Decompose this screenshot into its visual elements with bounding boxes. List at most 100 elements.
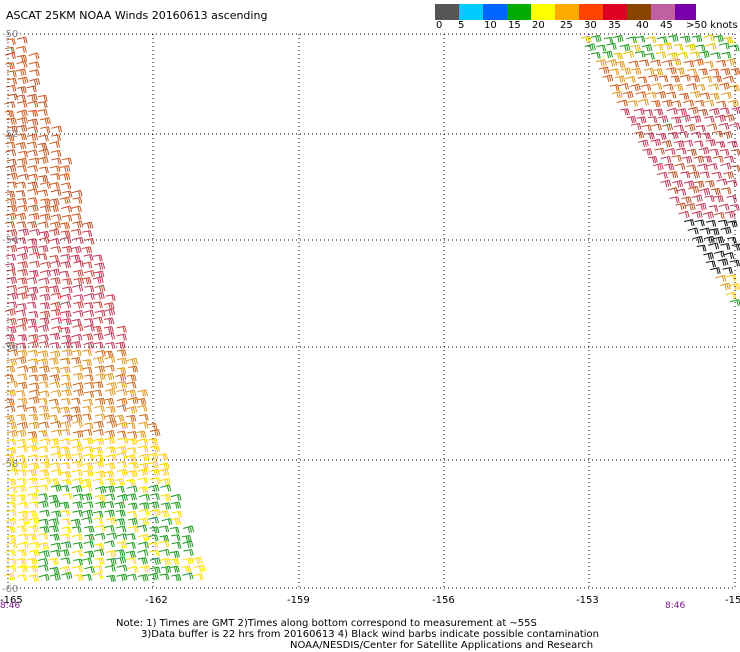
wind-barb — [668, 172, 678, 179]
wind-barb — [603, 51, 613, 58]
wind-barb — [117, 437, 127, 444]
wind-barb — [106, 558, 116, 565]
wind-barb — [17, 502, 27, 509]
wind-barb — [49, 358, 58, 365]
wind-barb — [661, 141, 671, 148]
wind-barb — [160, 574, 169, 580]
wind-barb — [71, 334, 81, 341]
wind-barb — [18, 335, 27, 342]
wind-barb — [51, 309, 61, 316]
wind-barb — [84, 325, 94, 332]
wind-barb — [731, 68, 740, 75]
wind-barb — [39, 231, 48, 238]
wind-barb — [50, 574, 60, 581]
wind-barb — [17, 292, 27, 299]
wind-map: -165-162-159-156-153-150-50-52-54-56-58-… — [0, 0, 740, 610]
wind-barb — [62, 335, 71, 342]
wind-barb — [40, 127, 50, 133]
wind-barb — [38, 190, 48, 196]
wind-barb — [27, 239, 36, 246]
wind-barb — [6, 527, 15, 534]
wind-barb — [38, 143, 47, 150]
wind-barb — [38, 446, 48, 453]
wind-barb — [62, 319, 72, 326]
wind-barb — [660, 180, 670, 187]
wind-barb — [17, 134, 26, 141]
wind-barb — [16, 213, 26, 220]
wind-barb — [49, 399, 58, 405]
wind-barb — [106, 455, 116, 462]
wind-barb — [628, 61, 638, 67]
wind-barb — [83, 463, 93, 470]
wind-barb — [161, 518, 171, 525]
wind-barb — [128, 462, 138, 469]
wind-barb — [51, 452, 61, 459]
wind-barb — [73, 365, 83, 372]
wind-barb — [50, 550, 60, 556]
wind-barb — [695, 45, 705, 51]
wind-barb — [616, 61, 625, 68]
wind-barb — [105, 463, 115, 470]
wind-barb — [93, 429, 103, 436]
wind-barb — [95, 398, 105, 405]
wind-barb — [665, 149, 675, 155]
wind-barb — [38, 485, 48, 491]
wind-barb — [27, 445, 37, 452]
wind-barb — [28, 198, 37, 204]
wind-barb — [93, 511, 102, 517]
wind-barb — [27, 94, 37, 101]
wind-barb — [72, 214, 82, 220]
wind-barb — [17, 101, 27, 107]
wind-barb — [138, 446, 148, 452]
wind-barb — [618, 83, 628, 90]
wind-barb — [62, 246, 72, 253]
wind-barb — [18, 374, 27, 380]
wind-barb — [641, 125, 651, 131]
wind-barb — [83, 454, 93, 460]
wind-barb — [117, 494, 127, 501]
wind-barb — [72, 285, 82, 292]
wind-barb — [40, 262, 50, 269]
wind-barb — [39, 335, 49, 341]
wind-barb — [623, 92, 633, 99]
wind-barb — [138, 390, 148, 397]
wind-barb — [672, 181, 682, 188]
wind-barb — [73, 237, 83, 243]
wind-barb — [106, 295, 116, 301]
wind-barb — [49, 415, 58, 421]
wind-barb — [648, 75, 658, 82]
wind-barb — [172, 542, 181, 548]
wind-barb — [29, 53, 39, 60]
wind-barb — [82, 350, 91, 356]
wind-barb — [17, 117, 27, 124]
wind-barb — [51, 407, 60, 413]
wind-barb — [5, 102, 15, 109]
wind-barb — [693, 59, 703, 66]
wind-barb — [16, 142, 26, 149]
wind-barb — [596, 45, 605, 51]
wind-barb — [148, 542, 158, 549]
wind-barb — [94, 263, 104, 270]
wind-barb — [127, 511, 136, 517]
wind-barb — [695, 100, 704, 106]
wind-barb — [61, 294, 71, 301]
wind-barb — [148, 453, 158, 460]
wind-barb — [18, 534, 28, 540]
wind-barb — [708, 243, 718, 250]
wind-barb — [631, 45, 641, 52]
wind-barb — [148, 573, 158, 580]
wind-barb — [84, 255, 93, 261]
wind-barb — [662, 100, 672, 107]
wind-barb — [670, 197, 680, 203]
wind-barb — [714, 251, 724, 258]
latitude-label: -54 — [2, 235, 18, 246]
wind-barb — [5, 63, 14, 70]
wind-barb — [49, 495, 58, 502]
wind-barb — [104, 333, 114, 340]
wind-barb — [60, 223, 69, 230]
wind-barb — [628, 100, 638, 106]
latitude-label: -60 — [2, 584, 18, 595]
wind-barb — [691, 116, 701, 123]
wind-barb — [17, 198, 26, 204]
wind-barb — [27, 302, 36, 308]
